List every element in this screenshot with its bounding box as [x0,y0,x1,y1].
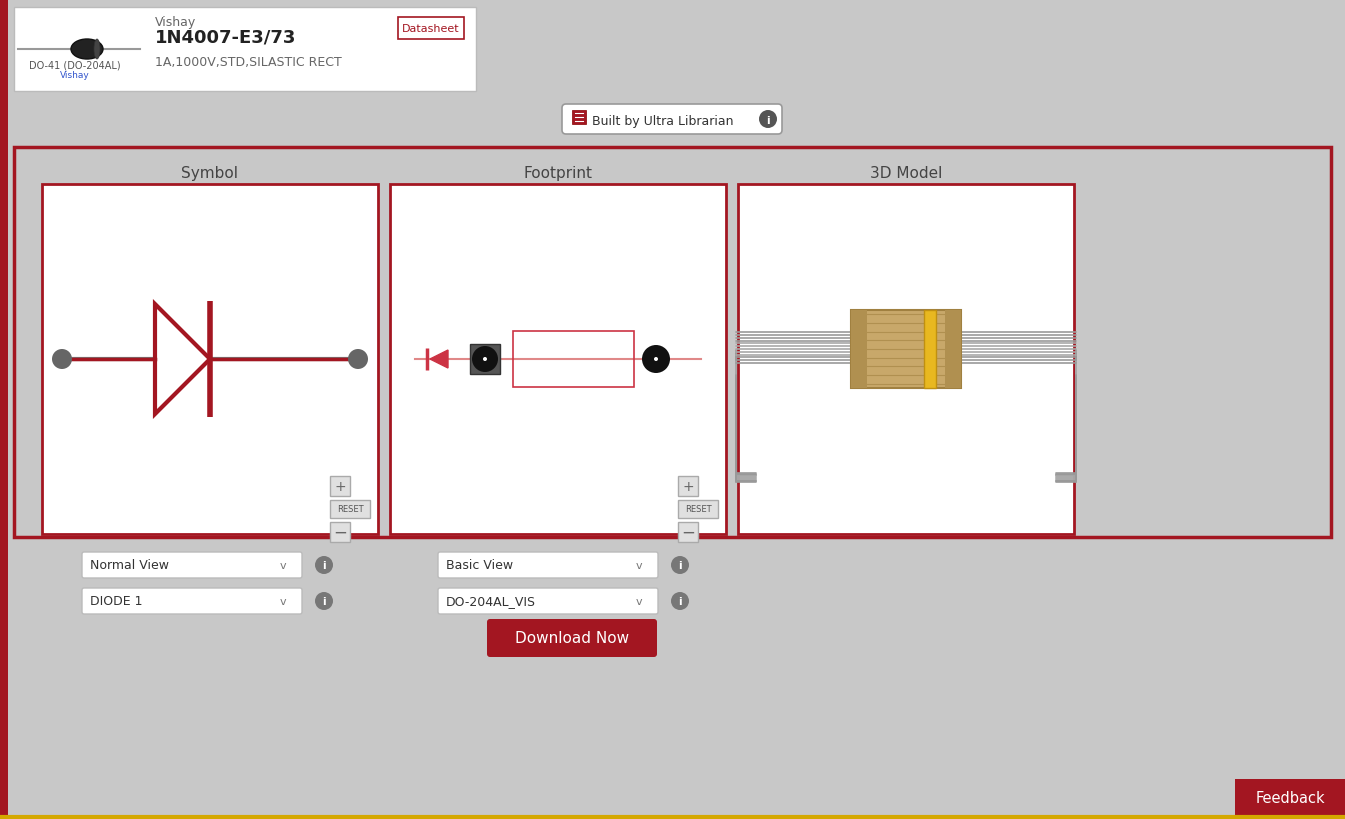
FancyBboxPatch shape [438,552,658,578]
Bar [13,147,1332,537]
Bar [924,310,936,388]
Text: Feedback: Feedback [1255,790,1325,806]
Bar [678,477,698,496]
Bar [330,500,370,518]
Ellipse shape [94,40,100,60]
Text: i: i [323,597,325,607]
FancyBboxPatch shape [438,588,658,614]
Text: 1A,1000V,STD,SILASTIC RECT: 1A,1000V,STD,SILASTIC RECT [155,56,342,69]
Bar [469,345,500,374]
Bar [398,18,464,40]
Circle shape [472,346,498,373]
Text: +: + [682,479,694,493]
Text: 1N4007-E3/73: 1N4007-E3/73 [155,28,296,46]
Text: Built by Ultra Librarian: Built by Ultra Librarian [592,115,733,127]
Bar [1235,779,1345,817]
Text: RESET: RESET [336,505,363,514]
Bar [42,185,378,534]
Text: −: − [681,523,695,541]
Ellipse shape [71,40,104,60]
Circle shape [671,592,689,610]
Circle shape [348,350,369,369]
Circle shape [759,111,777,129]
Circle shape [483,358,487,361]
Bar [678,523,698,542]
Circle shape [642,346,670,373]
Text: +: + [334,479,346,493]
Bar [851,310,960,388]
Text: Basic View: Basic View [447,559,514,572]
Text: Symbol: Symbol [182,165,238,181]
Text: i: i [678,561,682,571]
Text: i: i [678,597,682,607]
Bar [330,523,350,542]
Circle shape [671,556,689,574]
Text: Footprint: Footprint [523,165,593,181]
Text: Vishay: Vishay [61,71,90,80]
Text: v: v [636,560,643,570]
Text: DO-204AL_VIS: DO-204AL_VIS [447,595,537,608]
Bar [330,477,350,496]
Circle shape [654,358,658,361]
Text: i: i [767,115,769,126]
FancyBboxPatch shape [487,619,656,657]
Bar [390,185,726,534]
Text: Download Now: Download Now [515,631,629,645]
Text: −: − [334,523,347,541]
Circle shape [315,556,334,574]
Text: i: i [323,561,325,571]
Polygon shape [430,351,448,369]
Text: v: v [636,596,643,606]
FancyBboxPatch shape [82,588,303,614]
Bar [851,310,868,388]
Bar [738,185,1075,534]
Bar [678,500,718,518]
Text: Vishay: Vishay [155,16,196,29]
Circle shape [315,592,334,610]
Text: DIODE 1: DIODE 1 [90,595,143,608]
Text: DO-41 (DO-204AL): DO-41 (DO-204AL) [30,61,121,71]
Bar [0,0,8,819]
Text: 3D Model: 3D Model [870,165,943,181]
Text: Normal View: Normal View [90,559,169,572]
Bar [946,310,960,388]
Bar [512,332,633,387]
Bar [572,111,586,124]
Bar [13,8,476,92]
Text: v: v [280,596,286,606]
Text: v: v [280,560,286,570]
Text: Datasheet: Datasheet [402,24,460,34]
Text: RESET: RESET [685,505,712,514]
FancyBboxPatch shape [562,105,781,135]
FancyBboxPatch shape [82,552,303,578]
Circle shape [52,350,73,369]
